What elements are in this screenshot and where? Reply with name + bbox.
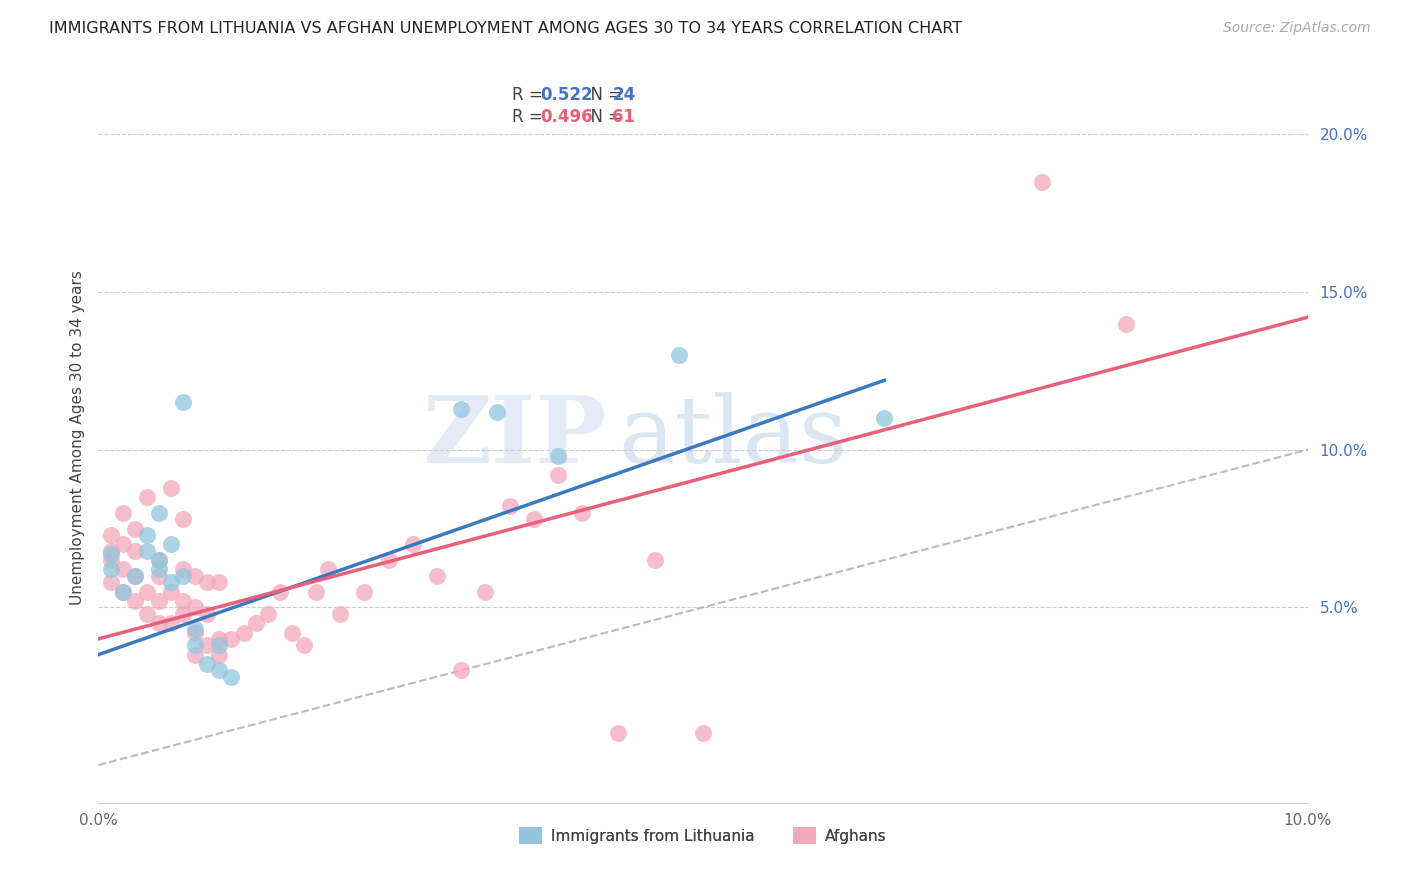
Point: [208, 638, 231, 652]
Point: [498, 500, 520, 514]
Point: [100, 543, 122, 558]
Text: R =: R =: [512, 86, 548, 103]
Point: [195, 607, 218, 621]
Text: ZIP: ZIP: [422, 392, 606, 482]
Text: 0.496: 0.496: [540, 108, 592, 126]
Point: [184, 648, 207, 662]
Point: [208, 648, 231, 662]
Point: [873, 411, 896, 425]
Point: [135, 528, 157, 542]
Point: [184, 623, 207, 637]
Point: [160, 481, 183, 495]
Point: [148, 553, 170, 567]
Point: [221, 632, 243, 646]
Point: [160, 584, 183, 599]
Point: [692, 726, 714, 740]
Point: [124, 543, 146, 558]
Point: [172, 569, 194, 583]
Point: [172, 512, 194, 526]
Point: [523, 512, 546, 526]
Point: [160, 537, 183, 551]
Point: [100, 562, 122, 576]
Point: [184, 638, 207, 652]
Point: [426, 569, 449, 583]
Point: [135, 490, 157, 504]
Point: [100, 528, 122, 542]
Point: [184, 569, 207, 583]
Point: [100, 553, 122, 567]
Point: [111, 562, 134, 576]
Point: [607, 726, 630, 740]
Point: [111, 584, 134, 599]
Point: [111, 584, 134, 599]
Point: [124, 522, 146, 536]
Point: [135, 607, 157, 621]
Point: [124, 594, 146, 608]
Point: [111, 537, 134, 551]
Point: [148, 569, 170, 583]
Point: [184, 625, 207, 640]
Text: IMMIGRANTS FROM LITHUANIA VS AFGHAN UNEMPLOYMENT AMONG AGES 30 TO 34 YEARS CORRE: IMMIGRANTS FROM LITHUANIA VS AFGHAN UNEM…: [49, 21, 962, 37]
Point: [486, 405, 509, 419]
Text: atlas: atlas: [619, 392, 848, 482]
Point: [668, 348, 690, 362]
Text: 61: 61: [613, 108, 636, 126]
Point: [292, 638, 315, 652]
Point: [124, 569, 146, 583]
Point: [305, 584, 328, 599]
Point: [208, 664, 231, 678]
Point: [329, 607, 352, 621]
Point: [172, 594, 194, 608]
Point: [100, 547, 122, 561]
Text: N =: N =: [579, 86, 627, 103]
Point: [245, 616, 267, 631]
Point: [547, 467, 569, 482]
Point: [148, 562, 170, 576]
Point: [172, 562, 194, 576]
Point: [377, 553, 399, 567]
Point: [208, 575, 231, 590]
Point: [571, 506, 593, 520]
Point: [316, 562, 339, 576]
Point: [269, 584, 291, 599]
Point: [135, 543, 157, 558]
Legend: Immigrants from Lithuania, Afghans: Immigrants from Lithuania, Afghans: [513, 822, 893, 850]
Point: [208, 632, 231, 646]
Point: [172, 395, 194, 409]
Point: [402, 537, 425, 551]
Point: [160, 616, 183, 631]
Y-axis label: Unemployment Among Ages 30 to 34 years: Unemployment Among Ages 30 to 34 years: [69, 269, 84, 605]
Text: Source: ZipAtlas.com: Source: ZipAtlas.com: [1223, 21, 1371, 36]
Point: [111, 506, 134, 520]
Point: [1115, 317, 1137, 331]
Point: [184, 600, 207, 615]
Point: [172, 607, 194, 621]
Text: R =: R =: [512, 108, 548, 126]
Point: [160, 575, 183, 590]
Point: [474, 584, 496, 599]
Point: [195, 638, 218, 652]
Point: [450, 401, 472, 416]
Point: [281, 625, 304, 640]
Point: [148, 616, 170, 631]
Point: [148, 506, 170, 520]
Point: [195, 657, 218, 671]
Point: [547, 449, 569, 463]
Point: [353, 584, 375, 599]
Point: [256, 607, 278, 621]
Point: [100, 575, 122, 590]
Point: [232, 625, 254, 640]
Text: 24: 24: [613, 86, 636, 103]
Point: [1031, 175, 1053, 189]
Text: N =: N =: [579, 108, 627, 126]
Point: [195, 575, 218, 590]
Point: [148, 594, 170, 608]
Point: [644, 553, 666, 567]
Point: [135, 584, 157, 599]
Point: [148, 553, 170, 567]
Point: [450, 664, 472, 678]
Point: [221, 670, 243, 684]
Point: [124, 569, 146, 583]
Text: 0.522: 0.522: [540, 86, 592, 103]
